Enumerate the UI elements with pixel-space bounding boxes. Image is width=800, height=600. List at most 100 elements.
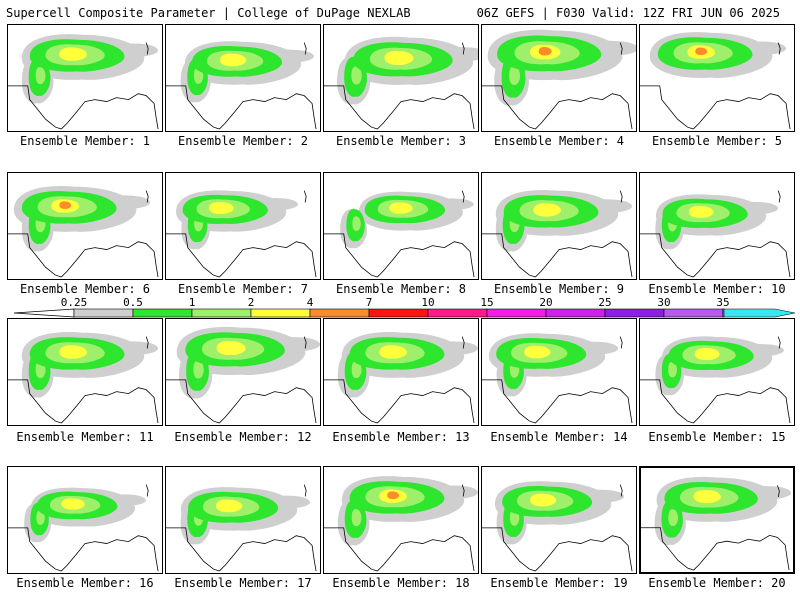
coastline	[641, 527, 790, 571]
colorbar-tick-label: 4	[307, 296, 314, 309]
colorbar-tick-label: 25	[598, 296, 611, 309]
member-map-panel[interactable]	[323, 172, 479, 280]
scp-contour	[524, 345, 551, 359]
colorbar-tick-label: 15	[480, 296, 493, 309]
member-map-panel[interactable]	[481, 318, 637, 426]
coastline	[640, 233, 791, 278]
member-map-panel[interactable]	[165, 466, 321, 574]
member-map-panel[interactable]	[481, 466, 637, 574]
colorbar-tick-label: 0.5	[123, 296, 143, 309]
scp-contour	[744, 344, 784, 357]
member-map-panel[interactable]	[7, 172, 163, 280]
scp-contour	[748, 486, 792, 500]
member-label: Ensemble Member: 2	[177, 134, 309, 148]
coastline	[640, 85, 791, 130]
member-map-panel[interactable]	[639, 466, 795, 574]
coastline	[461, 484, 465, 497]
scp-contour	[216, 499, 243, 513]
coastline	[619, 42, 623, 55]
colorbar-tick-label: 30	[657, 296, 670, 309]
member-map-panel[interactable]	[7, 318, 163, 426]
coastline	[303, 484, 307, 497]
coastline	[166, 233, 317, 278]
scp-contour	[193, 360, 204, 379]
scp-contour	[35, 66, 46, 85]
member-label: Ensemble Member: 4	[493, 134, 625, 148]
coastline	[145, 484, 149, 497]
coastline	[482, 379, 633, 424]
coastline	[303, 190, 307, 203]
scp-contour	[379, 345, 407, 359]
scp-contour	[61, 498, 85, 510]
scp-contour	[384, 50, 414, 65]
member-map-panel[interactable]	[639, 172, 795, 280]
scp-contour	[738, 201, 779, 214]
scp-contour	[434, 485, 478, 499]
member-map-panel[interactable]	[639, 318, 795, 426]
scp-contour	[108, 494, 146, 506]
coastline	[166, 527, 317, 572]
member-map-panel[interactable]	[7, 24, 163, 132]
member-map-panel[interactable]	[639, 24, 795, 132]
scp-contour	[533, 203, 561, 217]
member-label: Ensemble Member: 14	[490, 430, 628, 444]
colorbar-segment	[309, 308, 370, 318]
coastline	[461, 42, 465, 55]
scp-contour	[694, 347, 720, 360]
map-title: Supercell Composite Parameter | College …	[6, 6, 411, 20]
coastline	[324, 379, 475, 424]
coastline	[166, 379, 317, 424]
coastline	[482, 85, 633, 130]
coastline	[619, 484, 623, 497]
colorbar-segment	[191, 308, 252, 318]
scp-contour	[530, 493, 557, 507]
colorbar-tick-label: 0.25	[61, 296, 88, 309]
colorbar-tick-label: 7	[366, 296, 373, 309]
colorbar-tick-label: 10	[421, 296, 434, 309]
member-label: Ensemble Member: 20	[648, 576, 786, 590]
member-label: Ensemble Member: 12	[174, 430, 312, 444]
coastline	[8, 527, 159, 572]
member-map-panel[interactable]	[165, 24, 321, 132]
scp-contour	[576, 341, 619, 355]
scp-contour	[668, 361, 678, 378]
coastline	[145, 336, 149, 349]
colorbar-right-cap	[722, 308, 796, 318]
coastline	[8, 233, 159, 278]
member-label: Ensemble Member: 17	[174, 576, 312, 590]
member-map-panel[interactable]	[7, 466, 163, 574]
member-label: Ensemble Member: 9	[493, 282, 625, 296]
coastline	[640, 379, 791, 424]
scp-contour	[538, 47, 552, 56]
scp-contour	[509, 66, 521, 85]
coastline	[461, 336, 465, 349]
member-label: Ensemble Member: 1	[19, 134, 151, 148]
coastline	[777, 190, 781, 203]
colorbar-legend: 0.25 0.5 1 2 4 7 10 15 20 25 30 35	[13, 296, 796, 318]
scp-contour	[268, 495, 311, 509]
colorbar-segment	[604, 308, 665, 318]
member-map-panel[interactable]	[165, 318, 321, 426]
member-label: Ensemble Member: 18	[332, 576, 470, 590]
member-label: Ensemble Member: 6	[19, 282, 151, 296]
member-map-panel[interactable]	[481, 172, 637, 280]
member-map-panel[interactable]	[323, 318, 479, 426]
colorbar-segment	[663, 308, 724, 318]
member-map-panel[interactable]	[323, 24, 479, 132]
member-map-panel[interactable]	[323, 466, 479, 574]
member-label: Ensemble Member: 8	[335, 282, 467, 296]
member-map-panel[interactable]	[165, 172, 321, 280]
coastline	[324, 85, 475, 130]
member-map-panel[interactable]	[481, 24, 637, 132]
member-label: Ensemble Member: 5	[651, 134, 783, 148]
coastline	[303, 336, 307, 349]
scp-contour	[106, 195, 151, 209]
colorbar-segment	[250, 308, 311, 318]
colorbar-segment	[722, 308, 725, 318]
scp-contour	[351, 360, 362, 379]
colorbar-tick-label: 1	[189, 296, 196, 309]
scp-contour	[274, 337, 320, 352]
coastline	[777, 336, 781, 349]
scp-contour	[389, 202, 413, 214]
scp-contour	[434, 341, 478, 355]
